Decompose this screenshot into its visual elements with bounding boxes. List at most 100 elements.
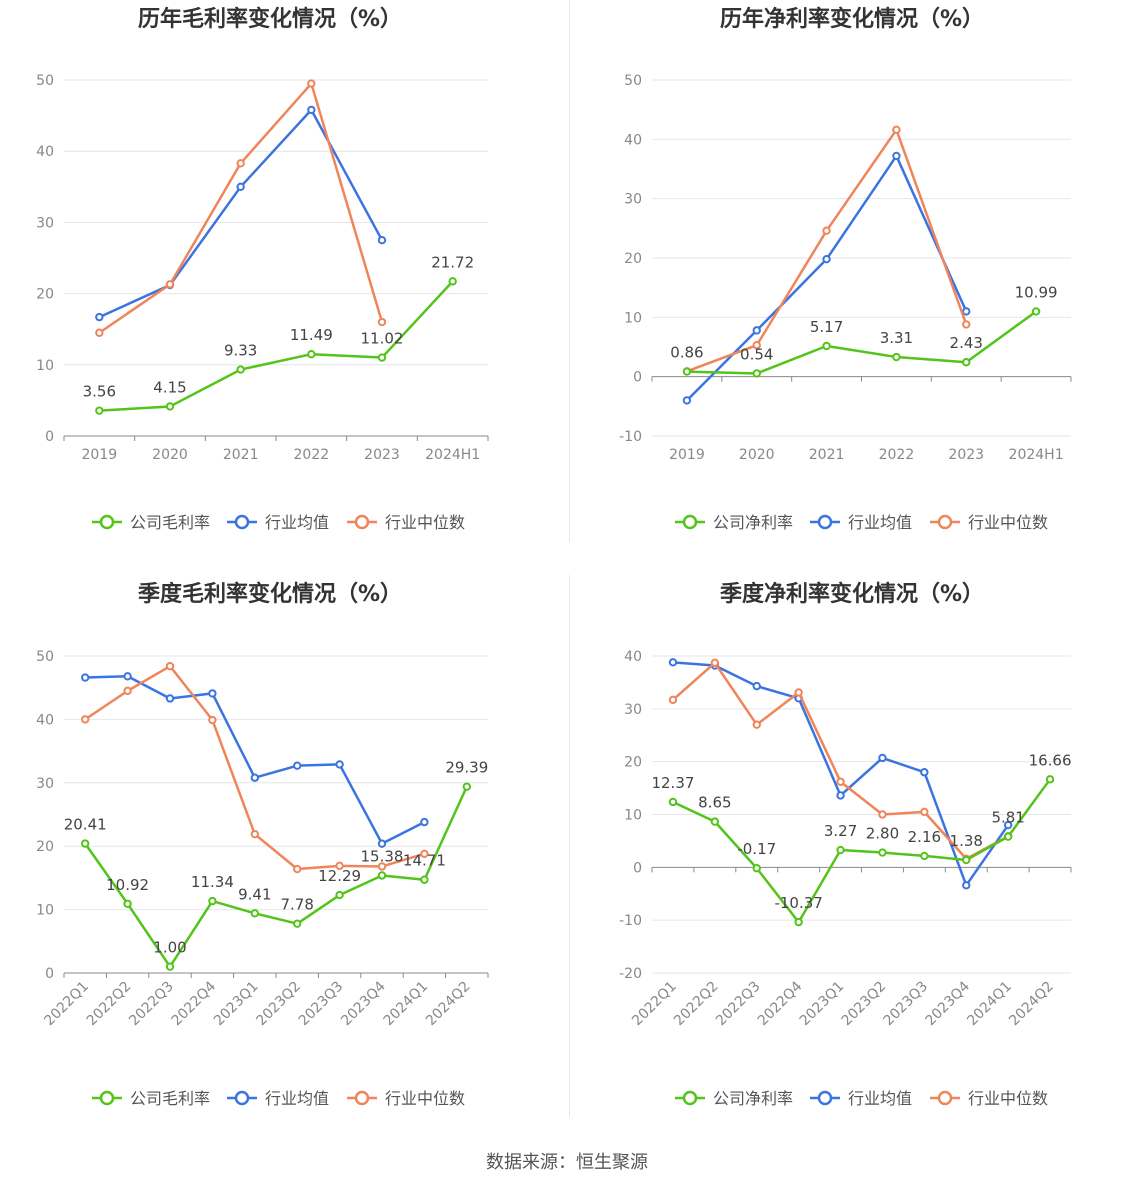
series-line xyxy=(99,280,454,412)
y-tick-label: 30 xyxy=(36,215,54,231)
legend-label: 公司净利率 xyxy=(713,1089,793,1108)
y-tick-label: 30 xyxy=(624,192,642,208)
y-tick-label: -20 xyxy=(619,966,642,982)
x-tick-label: 2021 xyxy=(223,447,259,463)
y-tick-label: 50 xyxy=(36,649,54,665)
legend-label: 行业均值 xyxy=(848,1089,912,1108)
y-tick-label: 20 xyxy=(36,287,54,303)
x-tick-label: 2024H1 xyxy=(425,447,480,463)
data-label: 5.17 xyxy=(810,318,843,336)
legend-label: 行业中位数 xyxy=(385,513,465,532)
data-label: 3.27 xyxy=(824,822,857,840)
data-point xyxy=(81,673,90,682)
data-point xyxy=(752,326,761,335)
data-label: 8.65 xyxy=(698,794,731,812)
data-point xyxy=(250,829,260,839)
y-tick-label: 40 xyxy=(36,144,54,160)
data-point xyxy=(208,715,217,725)
panel-divider-top xyxy=(569,0,570,542)
panel-divider-bottom xyxy=(569,575,570,1117)
data-point xyxy=(710,817,720,826)
x-tick-label: 2024H1 xyxy=(1009,447,1064,463)
legend-marker xyxy=(682,1090,698,1106)
data-point xyxy=(335,861,344,871)
legend-marker xyxy=(354,1090,370,1106)
legend-marker xyxy=(99,514,115,530)
data-point xyxy=(377,862,387,871)
data-point xyxy=(165,661,175,671)
data-point xyxy=(95,406,104,415)
x-tick-label: 2024Q2 xyxy=(423,979,474,1030)
data-point xyxy=(962,881,971,890)
legend-label: 公司净利率 xyxy=(713,513,793,532)
data-source: 数据来源：恒生聚源 xyxy=(486,1152,648,1173)
x-tick-label: 2023 xyxy=(364,447,400,463)
data-point xyxy=(250,909,260,918)
data-point xyxy=(836,845,845,855)
y-tick-label: 10 xyxy=(36,358,54,374)
data-label: 9.33 xyxy=(224,342,257,360)
series-line xyxy=(98,82,384,334)
data-point xyxy=(236,159,245,168)
data-point xyxy=(208,689,217,698)
data-label: 2.80 xyxy=(866,825,899,843)
legend-marker xyxy=(937,1090,953,1106)
data-point xyxy=(165,402,175,411)
y-tick-label: 10 xyxy=(624,808,642,824)
data-label: 1.00 xyxy=(153,939,186,957)
data-point xyxy=(794,688,803,697)
y-tick-label: 40 xyxy=(36,712,54,728)
y-tick-label: 40 xyxy=(624,132,642,148)
data-label: 10.92 xyxy=(106,876,149,894)
data-point xyxy=(165,694,175,703)
data-point xyxy=(1031,307,1041,316)
data-point xyxy=(293,864,302,874)
series-line xyxy=(686,310,1037,375)
data-point xyxy=(81,839,90,848)
legend-marker xyxy=(682,514,698,530)
data-point xyxy=(462,782,471,791)
x-tick-label: 2023Q1 xyxy=(211,979,262,1030)
data-point xyxy=(307,349,316,359)
legend-label: 行业中位数 xyxy=(968,513,1048,532)
data-label: 15.38 xyxy=(361,847,404,865)
series-line xyxy=(85,675,425,845)
data-point xyxy=(377,317,387,327)
data-point xyxy=(377,871,387,880)
data-label: 29.39 xyxy=(445,759,488,777)
x-tick-label: 2023Q1 xyxy=(797,979,848,1030)
series-line xyxy=(672,778,1052,924)
data-point xyxy=(878,848,887,857)
data-label: 2.16 xyxy=(908,828,941,846)
y-tick-label: 30 xyxy=(624,702,642,718)
x-tick-label: 2023Q3 xyxy=(296,979,347,1030)
data-point xyxy=(335,760,344,769)
x-tick-label: 2023Q4 xyxy=(338,978,389,1029)
y-tick-label: 10 xyxy=(36,903,54,919)
data-point xyxy=(822,226,831,235)
data-point xyxy=(920,807,929,817)
data-point xyxy=(682,367,692,376)
x-tick-label: 2021 xyxy=(809,447,845,463)
x-tick-label: 2022Q2 xyxy=(84,979,135,1030)
x-tick-label: 2024Q2 xyxy=(1006,979,1057,1030)
data-label: 7.78 xyxy=(280,896,313,914)
y-tick-label: 20 xyxy=(36,839,54,855)
data-point xyxy=(878,753,887,763)
data-point xyxy=(165,280,175,289)
legend-label: 行业均值 xyxy=(265,513,329,532)
data-point xyxy=(836,791,845,800)
chart-title: 历年净利率变化情况（%） xyxy=(720,6,984,32)
legend-marker xyxy=(234,1090,250,1106)
data-point xyxy=(165,962,175,971)
data-point xyxy=(962,358,971,367)
data-point xyxy=(822,254,831,264)
data-point xyxy=(752,864,761,873)
data-point xyxy=(752,720,761,729)
data-label: 16.66 xyxy=(1029,751,1072,769)
data-point xyxy=(668,658,678,667)
data-point xyxy=(95,328,104,337)
x-tick-label: 2022Q4 xyxy=(169,978,220,1029)
data-point xyxy=(123,672,132,681)
data-point xyxy=(448,277,457,286)
